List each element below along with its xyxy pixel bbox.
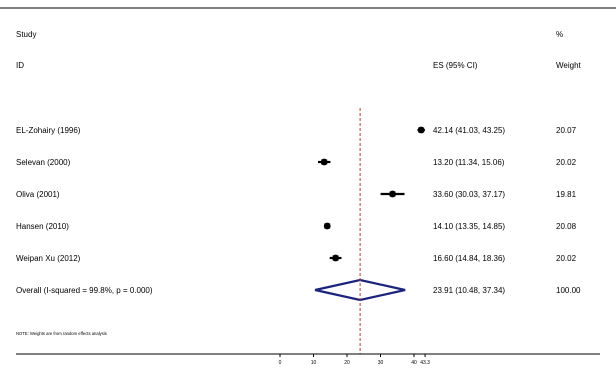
x-tick-label: 30: [378, 360, 384, 366]
es-ci-text: 14.10 (13.35, 14.85): [433, 222, 505, 231]
study-label: Selevan (2000): [16, 158, 71, 167]
header-es: ES (95% CI): [433, 61, 478, 70]
point-estimate: [332, 254, 340, 262]
header-weight-pct: %: [556, 30, 563, 39]
point-estimate: [417, 126, 425, 134]
header-id: ID: [16, 61, 24, 70]
weight-text: 20.07: [556, 126, 577, 135]
overall-label: Overall (I-squared = 99.8%, p = 0.000): [16, 286, 153, 295]
weight-text: 19.81: [556, 190, 577, 199]
overall-es-ci-text: 23.91 (10.48, 37.34): [433, 286, 505, 295]
study-label: Hansen (2010): [16, 222, 69, 231]
weight-text: 20.02: [556, 254, 577, 263]
study-label: Oliva (2001): [16, 190, 60, 199]
es-ci-text: 33.60 (30.03, 37.17): [433, 190, 505, 199]
point-estimate: [389, 190, 396, 198]
weight-text: 20.08: [556, 222, 577, 231]
es-ci-text: 42.14 (41.03, 43.25): [433, 126, 505, 135]
es-ci-text: 16.60 (14.84, 18.36): [433, 254, 505, 263]
overall-weight-text: 100.00: [556, 286, 581, 295]
weight-text: 20.02: [556, 158, 577, 167]
es-ci-text: 13.20 (11.34, 15.06): [433, 158, 505, 167]
x-tick-label: 43.3: [420, 360, 430, 366]
footnote: NOTE: Weights are from random effects an…: [16, 331, 107, 336]
header-weight: Weight: [556, 61, 582, 70]
point-estimate: [323, 222, 331, 230]
x-tick-label: 10: [311, 360, 317, 366]
header-study: Study: [16, 30, 36, 39]
x-tick-label: 20: [344, 360, 350, 366]
point-estimate: [320, 158, 328, 166]
x-axis: 0 10 20 30 40 43.3: [16, 353, 600, 366]
study-label: EL-Zohairy (1996): [16, 126, 81, 135]
overall-diamond: [314, 278, 406, 302]
x-tick-label: 40: [411, 360, 417, 366]
x-tick-label: 0: [279, 360, 282, 366]
study-label: Weipan Xu (2012): [16, 254, 81, 263]
study-rows: EL-Zohairy (1996) 42.14 (41.03, 43.25) 20.…: [16, 108, 581, 354]
